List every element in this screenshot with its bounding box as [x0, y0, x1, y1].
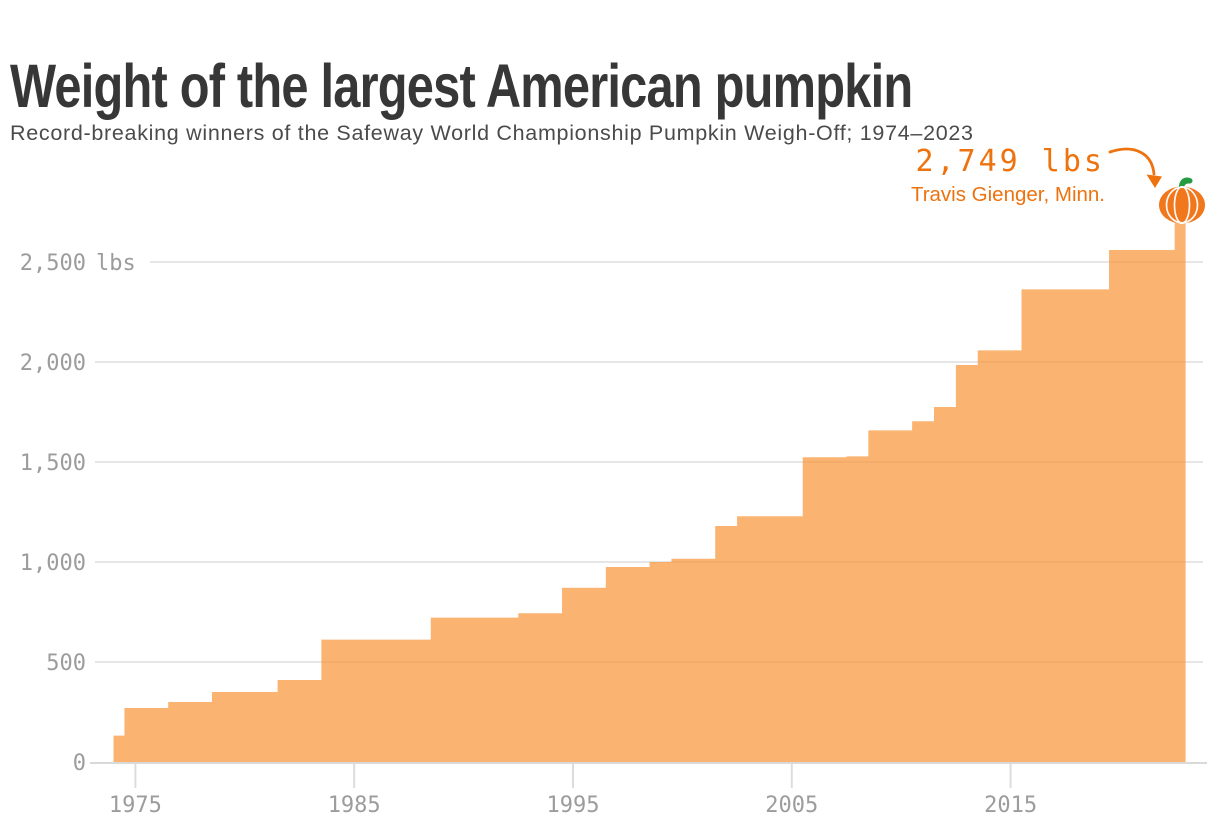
record-step-area: [113, 212, 1186, 762]
x-tick-label: 2015: [984, 793, 1037, 818]
y-tick-label: 1,000: [20, 551, 86, 576]
chart-title: Weight of the largest American pumpkin: [10, 51, 913, 120]
chart-subtitle: Record-breaking winners of the Safeway W…: [10, 120, 974, 145]
annotation-arrow-icon: [1108, 147, 1162, 188]
y-tick-label: 500: [46, 651, 86, 676]
pumpkin-icon: [1159, 177, 1205, 225]
record-weight-label: 2,749 lbs: [915, 144, 1105, 179]
y-tick-label: 2,500: [20, 251, 86, 276]
y-tick-label: 0: [73, 751, 86, 776]
y-tick-label: 2,000: [20, 351, 86, 376]
x-axis: 1975 1985 1995 2005 2015: [90, 762, 1207, 818]
x-tick-label: 1985: [328, 793, 381, 818]
y-axis-unit-label: lbs: [96, 251, 136, 276]
y-tick-label: 1,500: [20, 451, 86, 476]
record-holder-label: Travis Gienger, Minn.: [910, 183, 1105, 206]
x-tick-label: 1995: [546, 793, 599, 818]
x-tick-label: 1975: [109, 793, 162, 818]
y-axis: 0 500 1,000 1,500 2,000 2,500 lbs: [20, 251, 136, 776]
x-tick-label: 2005: [765, 793, 818, 818]
